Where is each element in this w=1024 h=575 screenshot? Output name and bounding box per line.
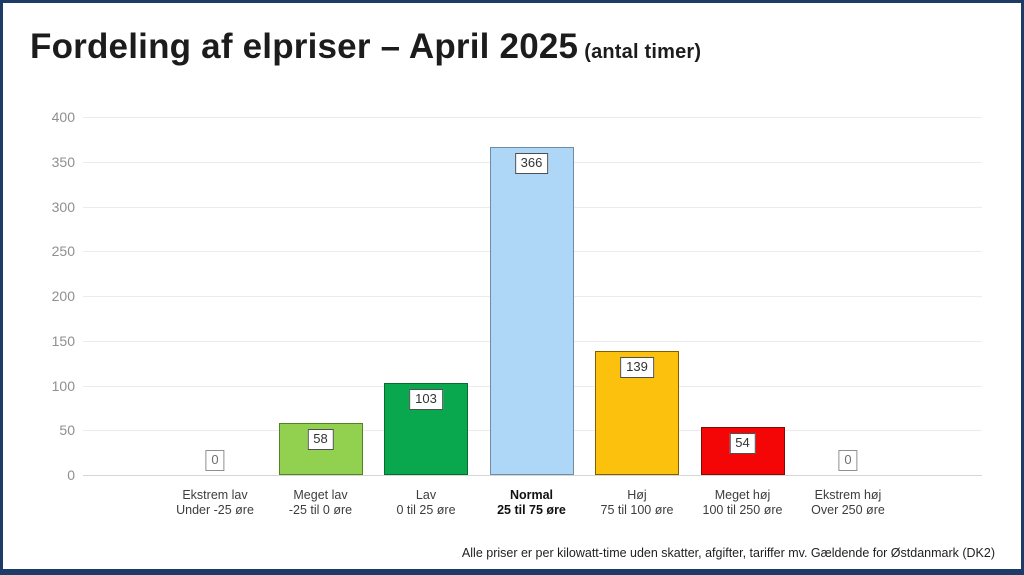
category-name: Normal [509,488,554,502]
category-range: Over 250 øre [811,503,885,518]
bar-value-label: 58 [307,429,334,451]
page-title-text: Fordeling af elpriser – April 2025 [30,27,579,66]
bar-value-label: 0 [205,450,225,472]
bar-value-label: 366 [514,153,549,175]
category-range: Under -25 øre [176,503,254,518]
category-range: 0 til 25 øre [396,503,456,518]
category-range: 100 til 250 øre [702,503,783,518]
page-title: Fordeling af elpriser – April 2025 (antal… [30,27,701,67]
y-tick-label: 300 [51,198,75,215]
category-name: Ekstrem høj [814,488,882,502]
page-title-suffix: (antal timer) [584,41,702,63]
y-tick-label: 200 [51,288,75,304]
y-gridline [83,475,982,476]
category-label: Lav 0 til 25 øre [341,488,511,519]
bar-chart: 0 50 100 150 200 250 300 350 400 0 Ekstrem lav Unde… [3,3,1021,569]
y-tick-label: 250 [51,243,75,260]
category-label: Meget høj 100 til 250 øre [658,488,828,519]
category-name: Høj [627,488,647,502]
category-label: Ekstrem høj Over 250 øre [763,488,933,519]
y-tick-label: 0 [67,467,75,483]
bar-value-label: 139 [620,357,654,379]
category-label: Høj 75 til 100 øre [552,488,722,519]
category-name: Lav [415,488,437,502]
category-range: -25 til 0 øre [288,503,353,518]
category-range: 25 til 75 øre [497,503,566,518]
category-label: Ekstrem lav Under -25 øre [130,488,300,519]
category-label: Meget lav -25 til 0 øre [236,488,406,519]
bar-value-label: 103 [409,389,443,411]
category-name: Meget høj [714,488,771,502]
category-range: 75 til 100 øre [600,503,674,518]
category-name: Meget lav [293,488,348,502]
bar [489,147,574,475]
y-tick-label: 400 [51,109,75,125]
y-tick-label: 350 [51,153,75,170]
bar-value-label: 0 [838,450,858,472]
category-label: Normal 25 til 75 øre [447,488,617,519]
category-name: Ekstrem lav [182,488,248,502]
bar-value-label: 54 [729,433,756,455]
bar [384,383,468,475]
footer-note: Alle priser er per kilowatt-time uden sk… [461,546,995,560]
y-tick-label: 150 [51,332,75,349]
y-tick-label: 50 [59,422,75,439]
y-gridline [83,117,982,118]
y-tick-label: 100 [51,377,75,394]
